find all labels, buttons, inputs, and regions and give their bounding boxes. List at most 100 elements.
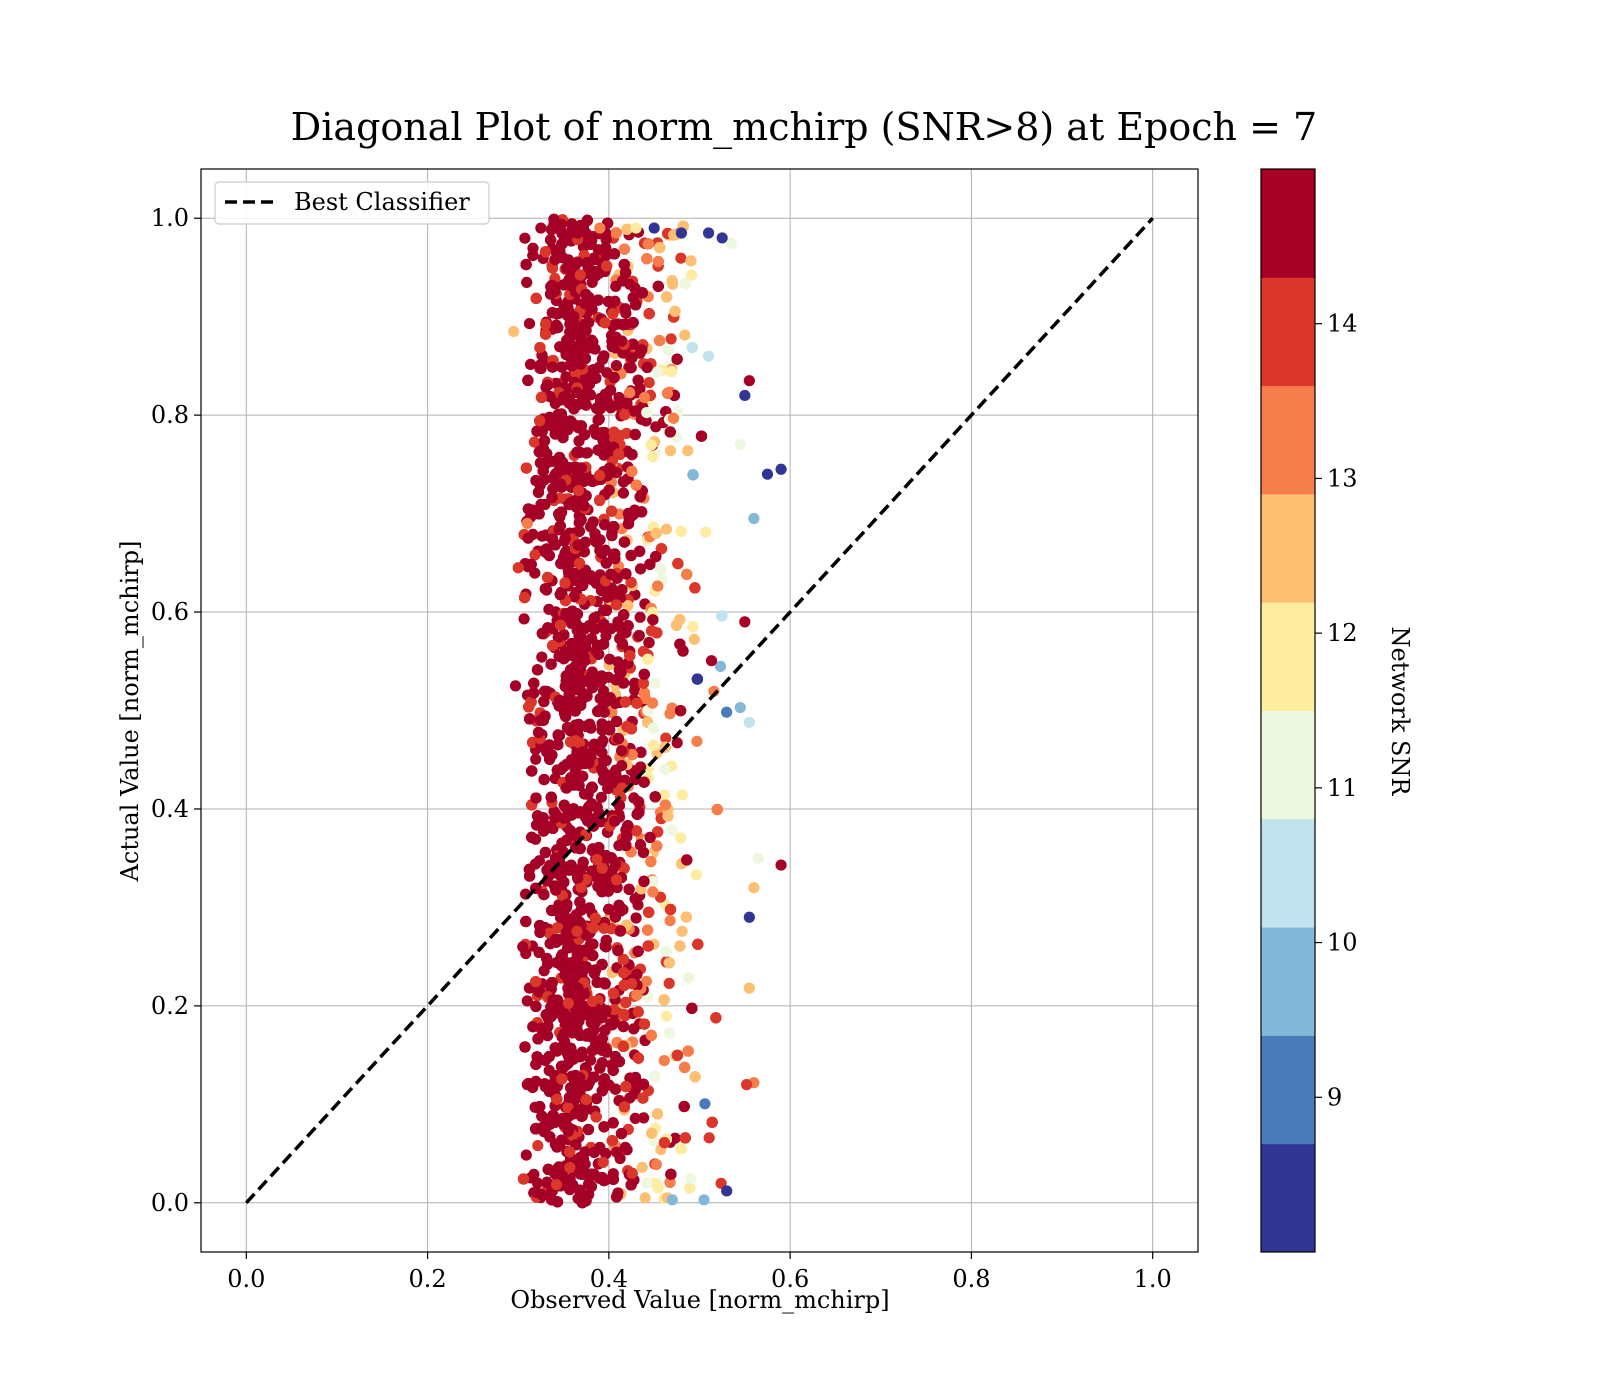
scatter-point	[689, 582, 701, 594]
scatter-point	[675, 1143, 687, 1155]
scatter-point	[629, 428, 641, 441]
scatter-point	[679, 329, 691, 341]
scatter-point	[626, 749, 638, 761]
scatter-point	[679, 1061, 691, 1073]
scatter-point	[676, 925, 688, 937]
scatter-point	[610, 1146, 623, 1158]
scatter-point	[647, 875, 659, 887]
scatter-point	[664, 903, 677, 916]
scatter-point	[633, 806, 645, 818]
scatter-point	[687, 621, 699, 633]
scatter-point	[650, 527, 662, 539]
scatter-point	[626, 449, 638, 461]
chart-title: Diagonal Plot of norm_mchirp (SNR>8) at …	[291, 105, 1317, 150]
scatter-point	[647, 739, 660, 752]
scatter-point	[644, 831, 656, 844]
scatter-point	[688, 633, 700, 645]
scatter-point	[659, 763, 671, 776]
scatter-point	[638, 687, 651, 699]
scatter-point	[666, 824, 678, 836]
scatter-point	[662, 344, 674, 356]
scatter-point	[675, 705, 687, 717]
scatter-point	[524, 358, 537, 370]
scatter-point	[624, 387, 636, 399]
scatter-point	[634, 839, 647, 851]
scatter-point	[531, 1177, 544, 1189]
scatter-point	[619, 303, 631, 315]
scatter-point	[627, 338, 639, 350]
scatter-point	[645, 856, 657, 868]
scatter-point	[662, 810, 674, 822]
scatter-point	[647, 722, 659, 734]
scatter-point	[665, 333, 677, 345]
scatter-point	[665, 1168, 677, 1180]
scatter-point	[614, 633, 626, 645]
scatter-point	[686, 269, 698, 281]
scatter-point	[660, 945, 672, 957]
scatter-points	[508, 213, 787, 1209]
scatter-point	[682, 445, 694, 457]
scatter-point	[658, 1137, 671, 1149]
scatter-point	[661, 291, 673, 303]
scatter-point	[682, 1045, 694, 1057]
scatter-point	[612, 656, 624, 668]
scatter-point	[632, 1006, 644, 1018]
scatter-point	[655, 543, 668, 555]
scatter-point	[669, 305, 681, 317]
scatter-point	[681, 568, 693, 581]
scatter-point	[672, 558, 684, 570]
scatter-point	[650, 551, 662, 563]
scatter-point	[725, 237, 737, 249]
scatter-point	[675, 525, 687, 537]
scatter-point	[658, 1055, 670, 1067]
scatter-point	[532, 1140, 544, 1152]
scatter-point	[631, 968, 643, 981]
scatter-point	[641, 407, 653, 419]
scatter-point	[677, 645, 689, 657]
scatter-point	[640, 415, 652, 427]
scatter-point	[659, 799, 672, 811]
scatter-point	[630, 1083, 642, 1095]
scatter-point	[626, 465, 638, 477]
scatter-point	[622, 600, 634, 612]
scatter-point	[631, 697, 643, 709]
scatter-point	[664, 915, 676, 927]
scatter-point	[686, 1002, 698, 1014]
scatter-point	[679, 1132, 691, 1144]
scatter-point	[671, 353, 683, 365]
scatter-point	[643, 377, 655, 389]
scatter-point	[632, 1052, 645, 1064]
scatter-point	[686, 342, 698, 354]
scatter-point	[721, 706, 733, 718]
scatter-point	[538, 474, 550, 486]
scatter-point	[692, 938, 704, 950]
scatter-point	[661, 387, 674, 399]
scatter-point	[646, 697, 659, 709]
scatter-point	[633, 796, 645, 808]
scatter-point	[674, 940, 686, 952]
scatter-point	[634, 545, 646, 557]
scatter-point	[521, 276, 533, 288]
scatter-point	[675, 832, 687, 844]
scatter-point	[675, 252, 687, 264]
scatter-point	[646, 1127, 658, 1139]
scatter-point	[624, 650, 636, 662]
scatter-point	[667, 278, 679, 290]
scatter-point	[550, 377, 562, 389]
scatter-point	[641, 1177, 653, 1189]
scatter-point	[623, 883, 635, 895]
scatter-point	[627, 508, 639, 521]
scatter-point	[632, 945, 644, 957]
scatter-point	[660, 523, 673, 535]
scatter-point	[621, 720, 633, 733]
scatter-point	[650, 1158, 663, 1171]
scatter-point	[641, 253, 653, 265]
plot-area: 0.0 0.2 0.4 0.6 0.8 1.0 0.00.20.40.60.81.0	[151, 168, 1199, 1293]
scatter-point	[616, 745, 628, 757]
scatter-point	[678, 1100, 690, 1113]
scatter-point	[660, 732, 672, 744]
scatter-point	[647, 451, 659, 463]
scatter-point	[630, 479, 642, 491]
scatter-point	[676, 789, 688, 801]
